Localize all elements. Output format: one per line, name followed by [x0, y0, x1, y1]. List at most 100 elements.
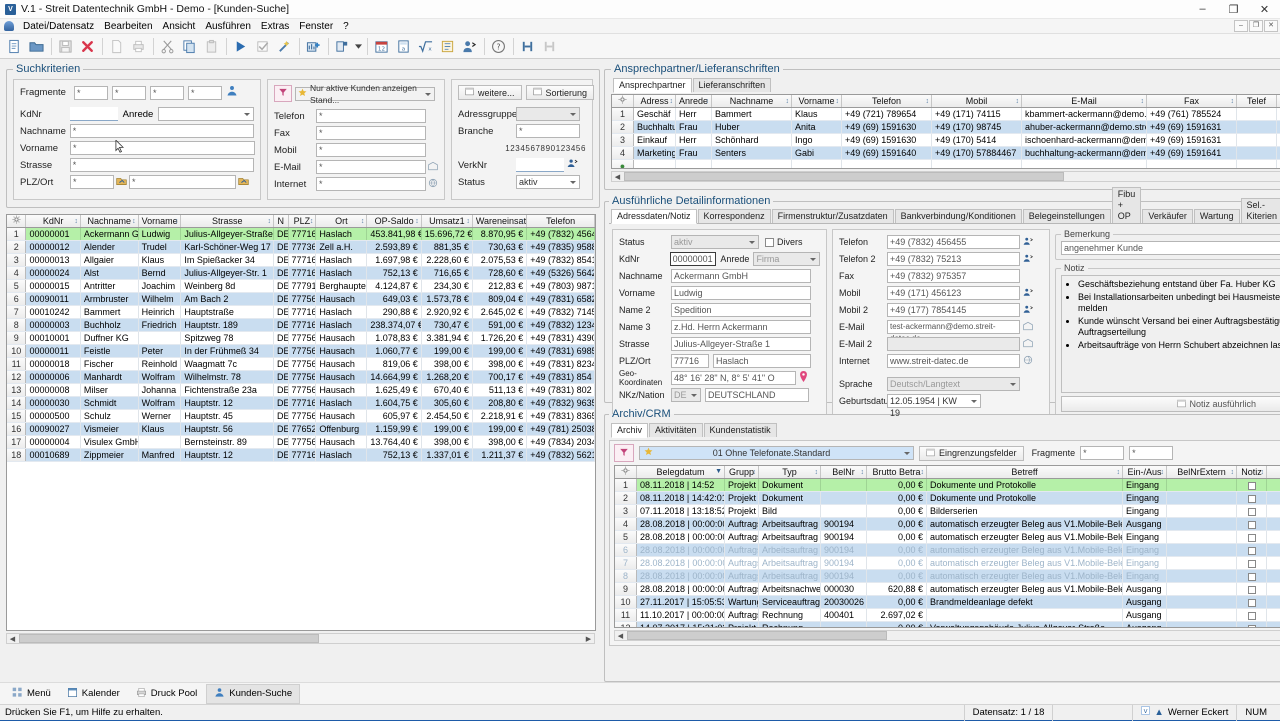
ccol-mobil[interactable]: Mobil — [932, 95, 1022, 107]
col-nkz[interactable]: N — [274, 215, 288, 227]
tab-kundenstatistik[interactable]: Kundenstatistik — [704, 423, 777, 437]
table-row[interactable]: 2BuchhaltunFrauHuberAnita+49 (69) 159163… — [612, 121, 1280, 134]
detail-email2-input[interactable] — [887, 337, 1020, 351]
cell-notiz-checkbox[interactable] — [1237, 479, 1267, 491]
customer-grid[interactable]: KdNr Nachname Vorname Strasse N PLZ Ort … — [6, 214, 596, 631]
acol-einaus[interactable]: Ein-/Aus — [1123, 466, 1167, 478]
copy-icon[interactable] — [179, 36, 200, 57]
acol-gruppe[interactable]: Grupp — [725, 466, 759, 478]
cell-notiz-checkbox[interactable] — [1237, 557, 1267, 569]
minimize-button[interactable]: – — [1187, 0, 1218, 19]
plz-input[interactable]: * — [70, 175, 114, 189]
acol-belnrextern[interactable]: BelNrExtern — [1167, 466, 1237, 478]
calendar-icon[interactable]: 12 — [371, 36, 392, 57]
archive-hscrollbar[interactable]: ◀ ▶ — [614, 630, 1280, 641]
anrede-select[interactable] — [158, 107, 254, 121]
detail-telefon-input[interactable]: +49 (7832) 456455 — [887, 235, 1020, 249]
detail-kdnr-input[interactable]: 00000001 — [670, 252, 717, 266]
new-record-row[interactable]: ● — [612, 160, 1280, 169]
col-telefon[interactable]: Telefon — [527, 215, 595, 227]
phone-dial-icon[interactable] — [1023, 236, 1033, 249]
contacts-scroll-left[interactable]: ◀ — [612, 173, 623, 181]
filter-clear-icon[interactable] — [274, 85, 292, 102]
detail-mobil2-input[interactable]: +49 (177) 7854145 — [887, 303, 1020, 317]
taskbar-item-kalender[interactable]: Kalender — [60, 685, 127, 703]
dropdown-arrow-icon[interactable] — [354, 36, 363, 57]
map-pin-icon[interactable] — [799, 371, 808, 385]
contacts-scroll-thumb[interactable] — [624, 172, 1064, 181]
cell-notiz-checkbox[interactable] — [1237, 596, 1267, 608]
status-select[interactable]: aktiv — [516, 175, 580, 189]
mobil-input[interactable]: * — [316, 143, 426, 157]
seller-lookup-icon[interactable] — [567, 158, 578, 172]
tab-sel-kiterien[interactable]: Sel.-Kiterien — [1241, 198, 1280, 223]
archive-hscroll-thumb[interactable] — [627, 631, 887, 640]
formula-icon[interactable] — [437, 36, 458, 57]
col-nachname[interactable]: Nachname — [81, 215, 139, 227]
fragment-input-2[interactable]: * — [112, 86, 146, 100]
acol-belnr[interactable]: BelNr — [821, 466, 867, 478]
archive-fragment-1[interactable]: * — [1080, 446, 1124, 460]
globe-icon[interactable] — [428, 178, 438, 191]
mdi-close-button[interactable]: ✕ — [1264, 20, 1278, 32]
detail-telefon2-input[interactable]: +49 (7832) 75213 — [887, 252, 1020, 266]
calculator-icon[interactable]: a — [393, 36, 414, 57]
ccol-telefon[interactable]: Telefon — [842, 95, 932, 107]
fragment-input-4[interactable]: * — [188, 86, 222, 100]
wand-icon[interactable] — [274, 36, 295, 57]
tab-ansprechpartner[interactable]: Ansprechpartner — [613, 78, 692, 93]
divers-checkbox[interactable] — [765, 238, 774, 247]
cell-notiz-checkbox[interactable] — [1237, 505, 1267, 517]
phone-dial-icon-3[interactable] — [1023, 287, 1033, 300]
mdi-minimize-button[interactable]: – — [1234, 20, 1248, 32]
contacts-tabs[interactable]: Ansprechpartner Lieferanschriften — [611, 78, 1280, 92]
detail-nation-input[interactable]: DEUTSCHLAND — [705, 388, 809, 402]
delete-icon[interactable] — [77, 36, 98, 57]
bemerkung-input[interactable]: angenehmer Kunde — [1061, 241, 1280, 255]
tab-archiv[interactable]: Archiv — [611, 423, 648, 438]
chart-add-icon[interactable] — [303, 36, 324, 57]
mdi-restore-button[interactable]: ❐ — [1249, 20, 1263, 32]
open-folder-icon[interactable] — [26, 36, 47, 57]
archive-tabs[interactable]: Archiv Aktivitäten Kundenstatistik — [609, 423, 1280, 437]
archive-fragment-2[interactable]: * — [1129, 446, 1173, 460]
mail-icon-3[interactable] — [1023, 338, 1033, 351]
cell-notiz-checkbox[interactable] — [1237, 583, 1267, 595]
internet-input[interactable]: * — [316, 177, 426, 191]
archive-grid[interactable]: Belegdatum▼ Grupp Typ BelNr Brutto Betra… — [614, 465, 1280, 628]
adressgruppe-select[interactable] — [516, 107, 580, 121]
contacts-grid[interactable]: Adress Anrede Nachname Vorname Telefon M… — [611, 94, 1280, 169]
menu-item-help[interactable]: ? — [338, 19, 354, 34]
taskbar-item-druckpool[interactable]: Druck Pool — [129, 685, 204, 703]
ccol-nachname[interactable]: Nachname — [712, 95, 792, 107]
ccol-fax[interactable]: Fax — [1147, 95, 1237, 107]
col-op-saldo[interactable]: OP-Saldo — [367, 215, 421, 227]
ccol-anrede[interactable]: Anrede — [676, 95, 712, 107]
maximize-button[interactable]: ❐ — [1218, 0, 1249, 19]
fragment-input-3[interactable]: * — [150, 86, 184, 100]
detail-sprache-select[interactable]: Deutsch/Langtext — [887, 377, 1020, 391]
sqrt-icon[interactable]: x — [415, 36, 436, 57]
ccol-adresse[interactable]: Adress — [634, 95, 676, 107]
ccol-email[interactable]: E-Mail — [1022, 95, 1147, 107]
plz-lookup-icon[interactable] — [116, 175, 127, 189]
detail-email-input[interactable]: test-ackermann@demo.streit-datec.de — [887, 320, 1020, 334]
cell-notiz-checkbox[interactable] — [1237, 609, 1267, 621]
cell-notiz-checkbox[interactable] — [1237, 492, 1267, 504]
tab-belegeinstellungen[interactable]: Belegeinstellungen — [1023, 209, 1111, 223]
taskbar-item-kunden-suche[interactable]: Kunden-Suche — [206, 684, 300, 704]
tab-lieferanschriften[interactable]: Lieferanschriften — [693, 78, 772, 92]
